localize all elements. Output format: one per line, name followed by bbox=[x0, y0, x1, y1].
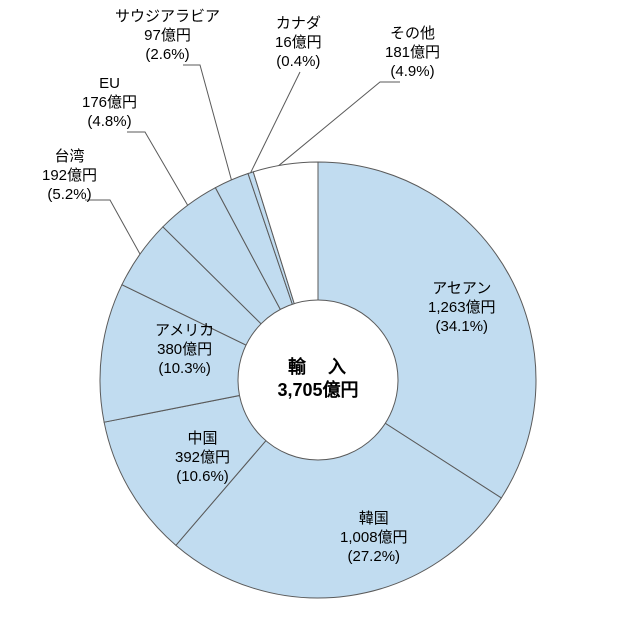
leader-line-5 bbox=[127, 132, 188, 205]
leader-line-7 bbox=[251, 72, 300, 173]
donut-chart: アセアン1,263億円(34.1%)韓国1,008億円(27.2%)中国392億… bbox=[0, 0, 635, 640]
leader-line-8 bbox=[279, 82, 400, 166]
chart-svg bbox=[0, 0, 635, 640]
leader-line-6 bbox=[183, 65, 231, 180]
leader-line-4 bbox=[85, 200, 140, 254]
donut-hole bbox=[238, 300, 398, 460]
